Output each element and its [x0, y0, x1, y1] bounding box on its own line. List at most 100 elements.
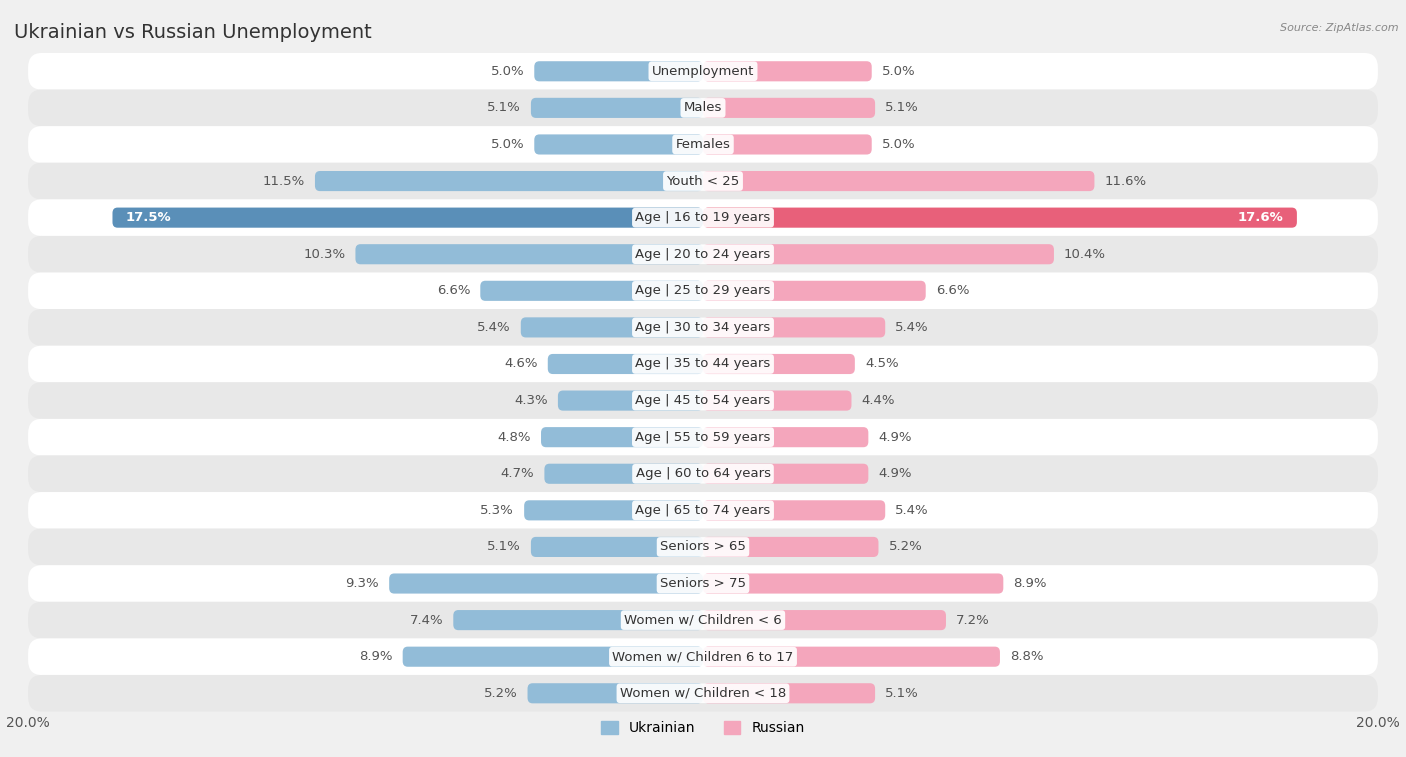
Text: Age | 35 to 44 years: Age | 35 to 44 years [636, 357, 770, 370]
Text: Age | 25 to 29 years: Age | 25 to 29 years [636, 285, 770, 298]
Text: 8.8%: 8.8% [1010, 650, 1043, 663]
FancyBboxPatch shape [28, 382, 1378, 419]
FancyBboxPatch shape [28, 638, 1378, 675]
Text: 10.4%: 10.4% [1064, 248, 1107, 260]
Text: 17.6%: 17.6% [1237, 211, 1284, 224]
FancyBboxPatch shape [544, 464, 703, 484]
Text: Youth < 25: Youth < 25 [666, 175, 740, 188]
Text: 4.6%: 4.6% [505, 357, 537, 370]
Text: Women w/ Children 6 to 17: Women w/ Children 6 to 17 [613, 650, 793, 663]
FancyBboxPatch shape [356, 245, 703, 264]
Text: 5.2%: 5.2% [889, 540, 922, 553]
Legend: Ukrainian, Russian: Ukrainian, Russian [596, 716, 810, 741]
Text: 4.3%: 4.3% [515, 394, 548, 407]
FancyBboxPatch shape [534, 135, 703, 154]
Text: 5.0%: 5.0% [491, 65, 524, 78]
FancyBboxPatch shape [524, 500, 703, 520]
Text: 5.4%: 5.4% [896, 321, 929, 334]
Text: 4.7%: 4.7% [501, 467, 534, 480]
FancyBboxPatch shape [28, 89, 1378, 126]
FancyBboxPatch shape [527, 684, 703, 703]
FancyBboxPatch shape [531, 537, 703, 557]
Text: 6.6%: 6.6% [437, 285, 470, 298]
FancyBboxPatch shape [28, 199, 1378, 236]
FancyBboxPatch shape [703, 610, 946, 630]
Text: Ukrainian vs Russian Unemployment: Ukrainian vs Russian Unemployment [14, 23, 371, 42]
Text: Age | 20 to 24 years: Age | 20 to 24 years [636, 248, 770, 260]
Text: 7.2%: 7.2% [956, 614, 990, 627]
Text: 11.5%: 11.5% [263, 175, 305, 188]
Text: 5.1%: 5.1% [886, 687, 920, 699]
FancyBboxPatch shape [28, 602, 1378, 638]
Text: Age | 30 to 34 years: Age | 30 to 34 years [636, 321, 770, 334]
Text: 4.9%: 4.9% [879, 431, 912, 444]
FancyBboxPatch shape [315, 171, 703, 191]
FancyBboxPatch shape [28, 53, 1378, 89]
FancyBboxPatch shape [703, 464, 869, 484]
Text: 4.9%: 4.9% [879, 467, 912, 480]
FancyBboxPatch shape [28, 565, 1378, 602]
FancyBboxPatch shape [703, 171, 1094, 191]
Text: Women w/ Children < 6: Women w/ Children < 6 [624, 614, 782, 627]
FancyBboxPatch shape [520, 317, 703, 338]
FancyBboxPatch shape [28, 456, 1378, 492]
Text: 7.4%: 7.4% [409, 614, 443, 627]
Text: 10.3%: 10.3% [304, 248, 346, 260]
Text: Age | 55 to 59 years: Age | 55 to 59 years [636, 431, 770, 444]
FancyBboxPatch shape [453, 610, 703, 630]
Text: 5.1%: 5.1% [486, 101, 520, 114]
Text: 5.0%: 5.0% [882, 65, 915, 78]
FancyBboxPatch shape [558, 391, 703, 410]
FancyBboxPatch shape [28, 309, 1378, 346]
FancyBboxPatch shape [703, 317, 886, 338]
FancyBboxPatch shape [548, 354, 703, 374]
Text: Males: Males [683, 101, 723, 114]
Text: 4.5%: 4.5% [865, 357, 898, 370]
FancyBboxPatch shape [703, 574, 1004, 593]
FancyBboxPatch shape [703, 354, 855, 374]
Text: 5.3%: 5.3% [481, 504, 515, 517]
FancyBboxPatch shape [703, 500, 886, 520]
FancyBboxPatch shape [112, 207, 703, 228]
FancyBboxPatch shape [28, 346, 1378, 382]
FancyBboxPatch shape [703, 98, 875, 118]
Text: 5.4%: 5.4% [477, 321, 510, 334]
FancyBboxPatch shape [703, 684, 875, 703]
Text: 6.6%: 6.6% [936, 285, 969, 298]
FancyBboxPatch shape [703, 61, 872, 81]
FancyBboxPatch shape [28, 492, 1378, 528]
Text: 5.2%: 5.2% [484, 687, 517, 699]
Text: Age | 16 to 19 years: Age | 16 to 19 years [636, 211, 770, 224]
FancyBboxPatch shape [389, 574, 703, 593]
FancyBboxPatch shape [481, 281, 703, 301]
Text: Age | 65 to 74 years: Age | 65 to 74 years [636, 504, 770, 517]
Text: 9.3%: 9.3% [346, 577, 380, 590]
Text: Women w/ Children < 18: Women w/ Children < 18 [620, 687, 786, 699]
Text: 17.5%: 17.5% [127, 211, 172, 224]
Text: 5.1%: 5.1% [486, 540, 520, 553]
Text: Seniors > 75: Seniors > 75 [659, 577, 747, 590]
FancyBboxPatch shape [703, 245, 1054, 264]
Text: 8.9%: 8.9% [1014, 577, 1047, 590]
Text: 8.9%: 8.9% [359, 650, 392, 663]
FancyBboxPatch shape [703, 537, 879, 557]
FancyBboxPatch shape [28, 236, 1378, 273]
Text: Age | 60 to 64 years: Age | 60 to 64 years [636, 467, 770, 480]
FancyBboxPatch shape [28, 528, 1378, 565]
FancyBboxPatch shape [28, 273, 1378, 309]
FancyBboxPatch shape [28, 419, 1378, 456]
Text: 4.8%: 4.8% [498, 431, 531, 444]
Text: Females: Females [675, 138, 731, 151]
FancyBboxPatch shape [534, 61, 703, 81]
FancyBboxPatch shape [28, 163, 1378, 199]
Text: 5.1%: 5.1% [886, 101, 920, 114]
Text: Age | 45 to 54 years: Age | 45 to 54 years [636, 394, 770, 407]
Text: 5.0%: 5.0% [882, 138, 915, 151]
Text: 11.6%: 11.6% [1105, 175, 1147, 188]
Text: Unemployment: Unemployment [652, 65, 754, 78]
FancyBboxPatch shape [703, 135, 872, 154]
FancyBboxPatch shape [28, 126, 1378, 163]
Text: Seniors > 65: Seniors > 65 [659, 540, 747, 553]
FancyBboxPatch shape [703, 281, 925, 301]
FancyBboxPatch shape [402, 646, 703, 667]
